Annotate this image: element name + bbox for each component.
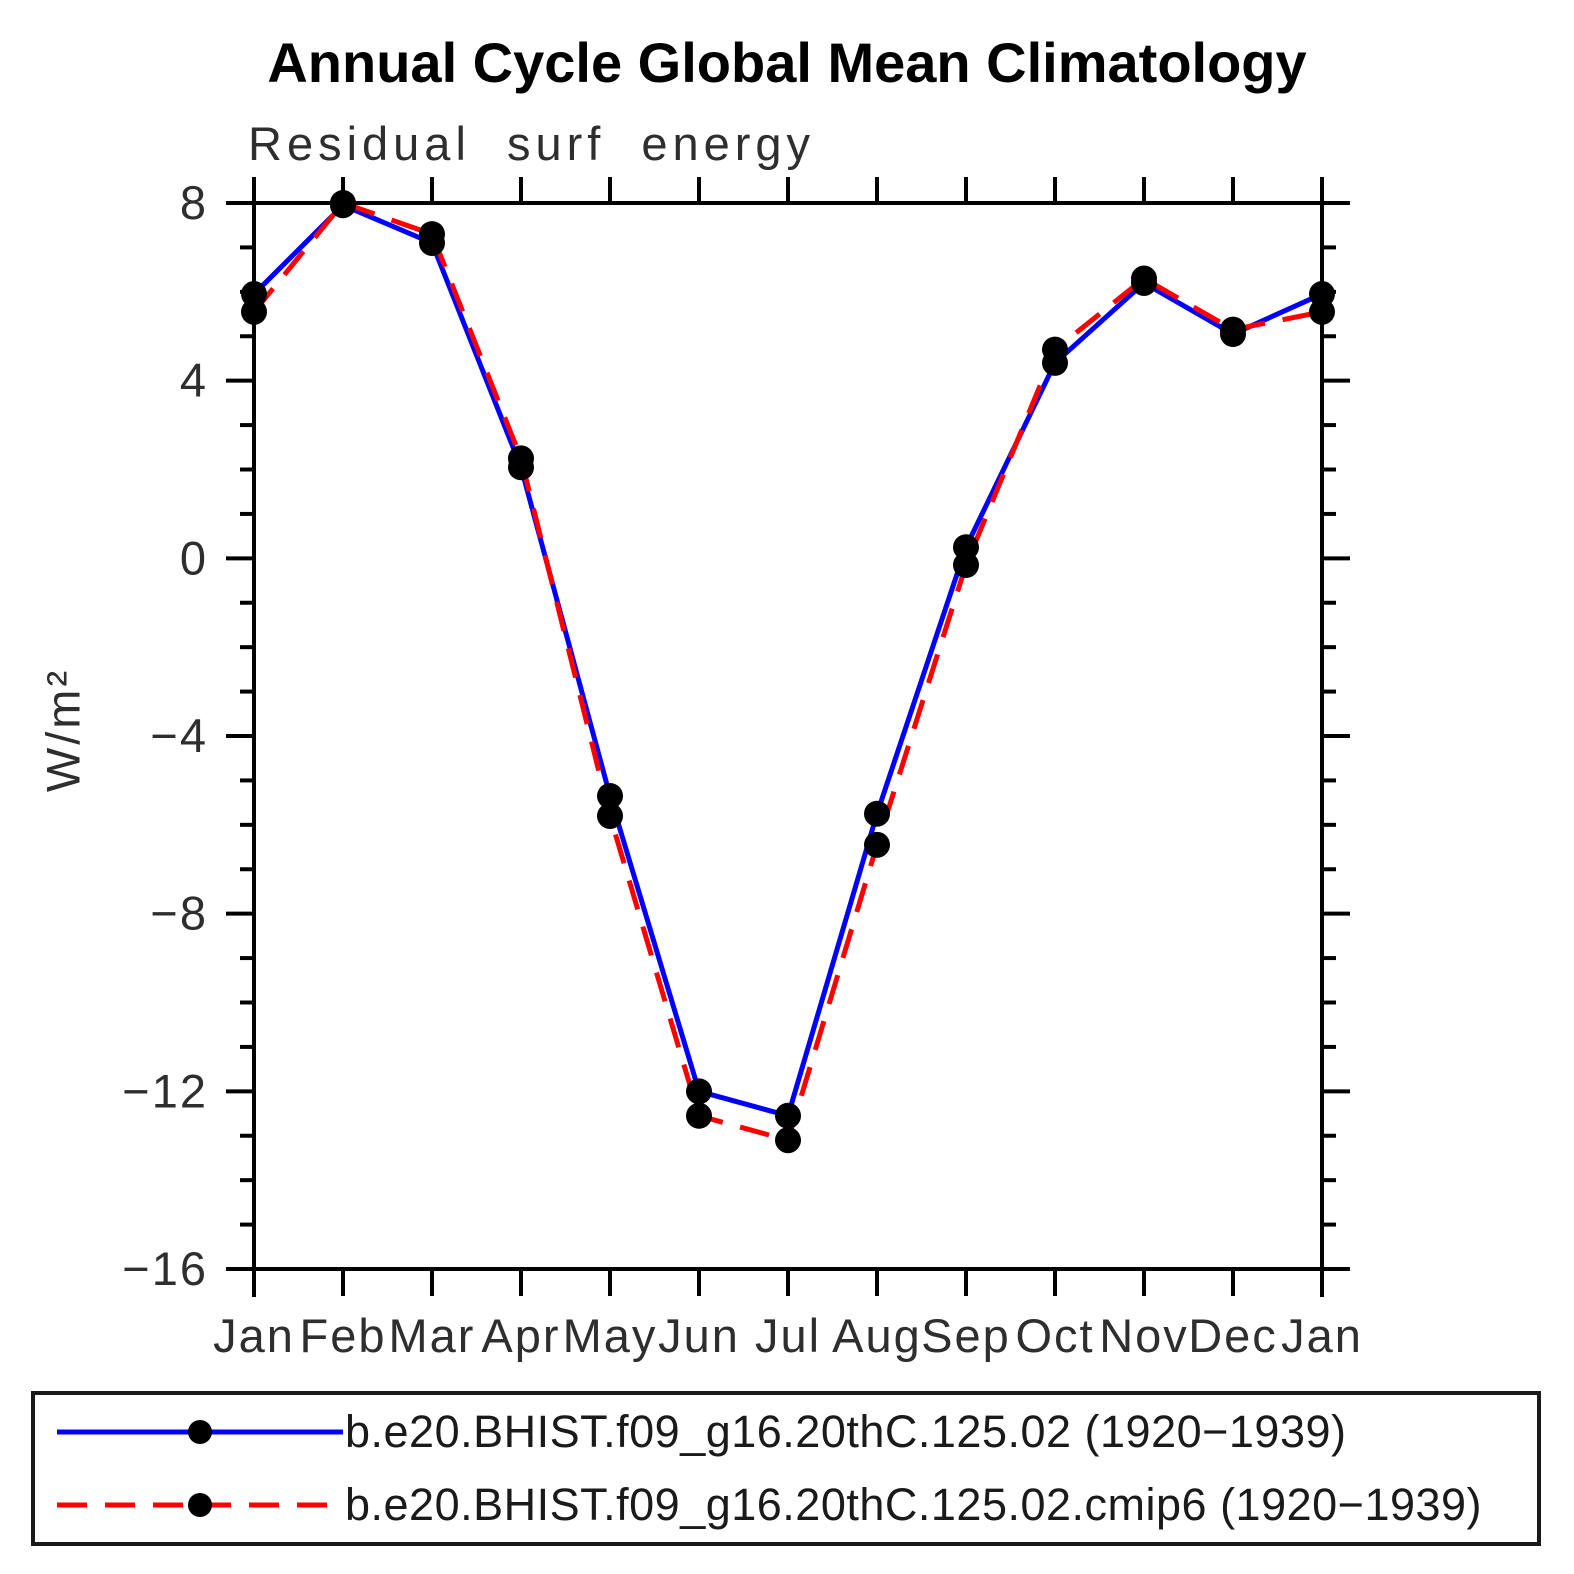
data-point-marker [1309, 298, 1335, 325]
y-tick-label: −4 [150, 709, 208, 762]
x-tick-label: Jul [755, 1309, 821, 1362]
y-tick-label: −8 [150, 887, 208, 940]
chart-title: Annual Cycle Global Mean Climatology [267, 31, 1307, 94]
x-tick-label: Feb [300, 1309, 387, 1362]
y-tick-label: 8 [180, 176, 208, 229]
series-line-1 [252, 202, 1324, 1119]
legend-line-swatch-dashed [57, 1493, 343, 1518]
legend-item-series-2: b.e20.BHIST.f09_g16.20thC.125.02.cmip6 (… [35, 1469, 1537, 1543]
legend-marker [188, 1419, 212, 1444]
y-tick-label: 0 [180, 531, 208, 584]
data-point-marker [864, 831, 890, 858]
data-point-marker [775, 1127, 801, 1154]
legend-line-swatch-solid [57, 1419, 343, 1444]
x-tick-label: Dec [1188, 1309, 1278, 1362]
data-point-marker [1131, 265, 1157, 292]
data-point-marker [419, 221, 445, 248]
y-tick-label: 4 [180, 354, 208, 407]
data-point-marker [953, 551, 979, 578]
data-point-marker [508, 445, 534, 472]
x-tick-label: May [563, 1309, 658, 1362]
legend-item-series-1: b.e20.BHIST.f09_g16.20thC.125.02 (1920−1… [35, 1395, 1537, 1469]
x-tick-label: Sep [921, 1309, 1011, 1362]
data-point-marker [953, 534, 979, 561]
x-tick-label: Apr [481, 1309, 560, 1362]
legend-label-series-2: b.e20.BHIST.f09_g16.20thC.125.02.cmip6 (… [345, 1479, 1483, 1531]
data-point-marker [241, 298, 267, 325]
series-line-2 [252, 200, 1323, 1144]
legend-label-series-1: b.e20.BHIST.f09_g16.20thC.125.02 (1920−1… [345, 1405, 1347, 1457]
data-point-marker [241, 281, 267, 308]
y-tick-label: −12 [122, 1064, 208, 1117]
x-tick-label: Jan [213, 1309, 295, 1362]
data-point-marker [686, 1078, 712, 1105]
data-point-marker [1309, 281, 1335, 308]
data-point-marker [597, 802, 623, 829]
y-tick-label: −16 [122, 1242, 208, 1295]
x-tick-label: Jan [1281, 1309, 1363, 1362]
x-tick-label: Mar [389, 1309, 476, 1362]
legend-marker [188, 1493, 212, 1518]
x-tick-label: Oct [1015, 1309, 1094, 1362]
data-point-marker [597, 782, 623, 809]
data-point-marker [864, 800, 890, 827]
chart-subtitle: Residual surf energy [248, 117, 816, 170]
data-point-marker [686, 1102, 712, 1129]
legend: b.e20.BHIST.f09_g16.20thC.125.02 (1920−1… [31, 1391, 1541, 1546]
x-tick-label: Nov [1099, 1309, 1189, 1362]
data-point-marker [1042, 336, 1068, 363]
x-tick-label: Aug [832, 1309, 922, 1362]
data-point-marker [1220, 316, 1246, 343]
data-point-marker [775, 1102, 801, 1129]
x-tick-label: Jun [658, 1309, 740, 1362]
data-point-marker [330, 190, 356, 216]
